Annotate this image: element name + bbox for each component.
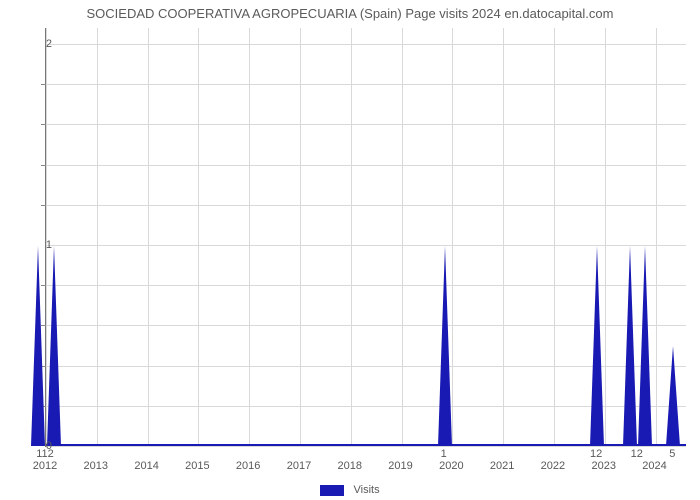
gridline-horizontal: [46, 44, 686, 45]
series-spike: [590, 243, 604, 446]
series-spike: [47, 243, 61, 446]
gridline-vertical: [351, 28, 352, 446]
gridline-vertical: [402, 28, 403, 446]
x-tick-label: 2019: [388, 460, 412, 472]
gridline-vertical: [249, 28, 250, 446]
x-tick-label: 2023: [591, 460, 615, 472]
series-spike: [623, 243, 637, 446]
gridline-vertical: [452, 28, 453, 446]
x-tick-label: 2018: [338, 460, 362, 472]
legend-label: Visits: [353, 484, 379, 496]
legend: Visits: [0, 484, 700, 496]
gridline-horizontal-minor: [46, 165, 686, 166]
data-label: 12: [590, 448, 602, 460]
x-tick-label: 2020: [439, 460, 463, 472]
x-tick-label: 2024: [642, 460, 666, 472]
series-spike: [666, 343, 680, 446]
gridline-horizontal-minor: [46, 124, 686, 125]
plot-area: [45, 28, 686, 447]
gridline-vertical: [148, 28, 149, 446]
gridline-vertical: [300, 28, 301, 446]
series-spike: [438, 243, 452, 446]
x-tick-label: 2013: [84, 460, 108, 472]
x-tick-label: 2015: [185, 460, 209, 472]
gridline-vertical: [503, 28, 504, 446]
data-label: 5: [669, 448, 675, 460]
gridline-horizontal: [46, 446, 686, 447]
x-tick-label: 2014: [134, 460, 158, 472]
data-label: 1: [441, 448, 447, 460]
gridline-vertical: [198, 28, 199, 446]
gridline-vertical: [554, 28, 555, 446]
y-tick-label: 1: [46, 239, 52, 251]
gridline-vertical: [97, 28, 98, 446]
x-tick-label: 2012: [33, 460, 57, 472]
x-tick-label: 2016: [236, 460, 260, 472]
data-label: 112: [36, 448, 54, 460]
data-label: 12: [631, 448, 643, 460]
x-tick-label: 2017: [287, 460, 311, 472]
chart-title: SOCIEDAD COOPERATIVA AGROPECUARIA (Spain…: [0, 6, 700, 21]
gridline-horizontal-minor: [46, 84, 686, 85]
legend-swatch: [320, 485, 344, 496]
gridline-horizontal-minor: [46, 205, 686, 206]
series-spike: [638, 243, 652, 446]
x-tick-label: 2022: [541, 460, 565, 472]
gridline-vertical: [656, 28, 657, 446]
x-tick-label: 2021: [490, 460, 514, 472]
series-spike: [31, 243, 45, 446]
gridline-vertical: [605, 28, 606, 446]
y-tick-label: 2: [46, 38, 52, 50]
